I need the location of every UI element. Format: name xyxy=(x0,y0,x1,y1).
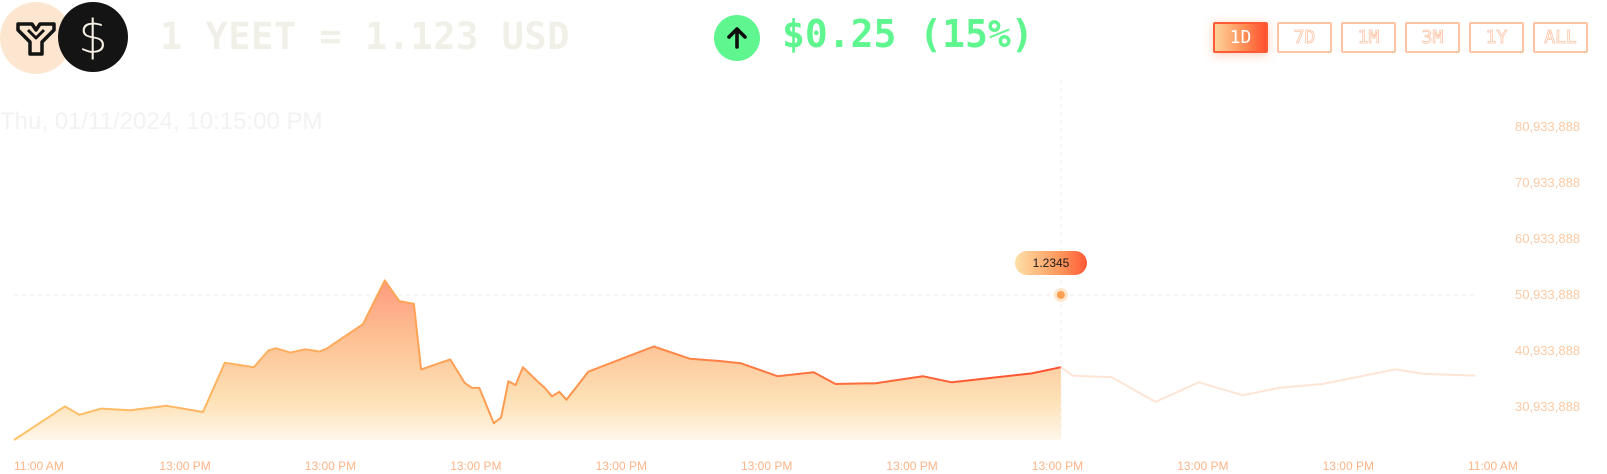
x-tick-label: 13:00 PM xyxy=(1032,459,1083,473)
y-tick-label: 70,933,888 xyxy=(1515,175,1580,190)
hover-point xyxy=(1056,290,1065,299)
x-tick-label: 13:00 PM xyxy=(450,459,501,473)
y-axis: 30,933,888 40,933,888 50,933,888 60,933,888… xyxy=(1515,119,1580,414)
x-tick-label: 13:00 PM xyxy=(741,459,792,473)
dollar-icon: $ xyxy=(58,2,128,72)
exchange-rate: 1 YEET = 1.123 USD xyxy=(160,15,570,58)
future-line xyxy=(1060,366,1476,403)
y-tick-label: 40,933,888 xyxy=(1515,343,1580,358)
x-tick-label: 11:00 AM xyxy=(14,459,64,473)
range-button-1y[interactable]: 1Y xyxy=(1469,22,1524,53)
x-tick-label: 13:00 PM xyxy=(596,459,647,473)
arrow-up-icon xyxy=(714,15,760,61)
price-change: $0.25 (15%) xyxy=(782,12,1034,56)
y-tick-label: 30,933,888 xyxy=(1515,399,1580,414)
range-button-1d[interactable]: 1D xyxy=(1213,22,1268,53)
hover-marker xyxy=(1053,287,1068,302)
x-tick-label: 13:00 PM xyxy=(886,459,937,473)
x-tick-label: 13:00 PM xyxy=(1177,459,1228,473)
x-tick-label: 13:00 PM xyxy=(305,459,356,473)
range-selector: 1D 7D 1M 3M 1Y ALL xyxy=(1213,22,1588,53)
x-tick-label: 11:00 AM xyxy=(1468,459,1518,473)
range-button-all[interactable]: ALL xyxy=(1533,22,1588,53)
x-tick-label: 13:00 PM xyxy=(159,459,210,473)
range-button-1m[interactable]: 1M xyxy=(1341,22,1396,53)
x-tick-label: 13:00 PM xyxy=(1323,459,1374,473)
y-tick-label: 50,933,888 xyxy=(1515,287,1580,302)
hover-timestamp: Thu, 01/11/2024, 10:15:00 PM xyxy=(0,108,323,135)
x-axis: 11:00 AM 13:00 PM 13:00 PM 13:00 PM 13:00 PM… xyxy=(14,459,1518,473)
y-tick-label: 80,933,888 xyxy=(1515,119,1580,134)
range-button-3m[interactable]: 3M xyxy=(1405,22,1460,53)
price-area-fill xyxy=(14,280,1061,440)
y-tick-label: 60,933,888 xyxy=(1515,231,1580,246)
range-button-7d[interactable]: 7D xyxy=(1277,22,1332,53)
price-area xyxy=(13,279,1062,441)
header: $ 1 YEET = 1.123 USD $0.25 (15%) 1D 7D 1… xyxy=(0,0,1607,78)
tooltip-value: 1.2345 xyxy=(1015,251,1087,275)
future-price-line xyxy=(1060,366,1476,403)
price-line xyxy=(13,279,1062,441)
